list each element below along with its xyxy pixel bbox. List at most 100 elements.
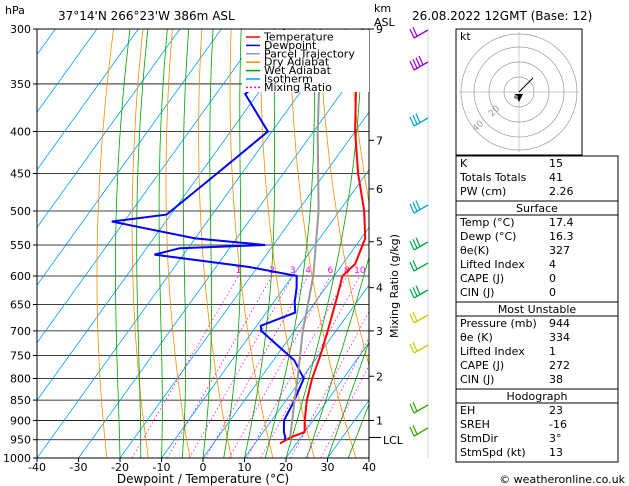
wind-barb-flag <box>415 237 421 247</box>
hodograph-table-value-0: 23 <box>549 404 563 417</box>
profile-lines <box>111 29 367 445</box>
wind-barb-flag <box>409 261 415 272</box>
lcl-label: LCL <box>383 434 404 447</box>
surface-value-3: 4 <box>549 258 556 271</box>
wind-barb-flag <box>409 313 415 324</box>
most-unstable-value-3: 272 <box>549 359 570 372</box>
legend-label-4: Wet Adiabat <box>264 64 332 77</box>
p-tick-label: 550 <box>10 239 31 252</box>
km-tick-label: 7 <box>376 134 383 147</box>
mixing-ratio-line <box>189 275 294 458</box>
wind-barb-staff <box>413 427 429 437</box>
p-tick-label: 300 <box>10 23 31 36</box>
wind-barb-flag <box>415 200 421 210</box>
mixing-ratio-line <box>228 275 331 458</box>
wet-adiabat-line <box>158 29 168 458</box>
p-tick-label: 400 <box>10 126 31 139</box>
index-value-0: 15 <box>549 157 563 170</box>
dry-adiabat-line <box>229 29 274 458</box>
wind-barb-flag <box>412 202 418 212</box>
series-temperature <box>279 29 367 445</box>
surface-label-4: CAPE (J) <box>460 272 504 285</box>
wind-barb-flag <box>412 287 418 297</box>
hodograph-table-label-1: SREH <box>460 418 490 431</box>
hodograph-table-label-0: EH <box>460 404 475 417</box>
wind-barb-flag <box>409 288 415 299</box>
surface-label-1: Dewp (°C) <box>460 230 516 243</box>
index-label-0: K <box>460 157 468 170</box>
mixing-ratio-label: 3 <box>290 266 296 276</box>
dry-adiabat-line <box>165 29 191 458</box>
surface-title: Surface <box>516 202 558 215</box>
mixing-ratio-line <box>205 275 309 458</box>
dry-adiabat-line <box>584 29 629 458</box>
wind-barb-flag <box>412 239 418 249</box>
km-unit-line2: ASL <box>374 16 396 29</box>
wet-adiabat-line <box>136 29 149 458</box>
t-tick-label: 10 <box>238 461 252 474</box>
wind-barb-staff <box>413 404 429 414</box>
index-value-2: 2.26 <box>549 185 574 198</box>
background-lines: 1 2 3 4 6 8 10 16 20 25 <box>37 29 629 458</box>
mixing-ratio-label: 4 <box>305 266 311 276</box>
wind-barb-flag <box>412 115 418 125</box>
dry-adiabat-line <box>198 29 232 458</box>
km-tick-label: 2 <box>376 370 383 383</box>
mixing-ratio-label: 6 <box>328 266 334 276</box>
wind-barb-flag <box>415 285 421 295</box>
series-parcel-trajectory <box>289 29 322 438</box>
wind-barb-staff <box>413 262 429 272</box>
p-tick-label: 900 <box>10 414 31 427</box>
wet-adiabat-line <box>327 340 369 458</box>
wind-barb-staff <box>413 61 429 71</box>
isotherm-line <box>37 29 98 113</box>
wet-adiabat-line <box>306 255 369 458</box>
isotherm-line <box>285 342 369 458</box>
wind-barb-flag <box>418 55 424 66</box>
p-tick-label: 600 <box>10 270 31 283</box>
p-tick-label: 350 <box>10 78 31 91</box>
mixing-ratio-line <box>167 275 273 458</box>
surface-value-1: 16.3 <box>549 230 574 243</box>
dry-adiabat-line <box>96 29 114 458</box>
km-tick-label: 5 <box>376 236 383 249</box>
p-tick-label: 700 <box>10 325 31 338</box>
mixing-ratio-line <box>131 275 239 458</box>
most-unstable-label-1: θe (K) <box>460 331 493 344</box>
isotherm-line <box>119 111 369 458</box>
p-tick-label: 750 <box>10 349 31 362</box>
most-unstable-value-4: 38 <box>549 373 563 386</box>
surface-label-0: Temp (°C) <box>459 216 515 229</box>
legend-label-0: Temperature <box>263 31 334 44</box>
index-value-1: 41 <box>549 171 563 184</box>
dry-adiabat-line <box>319 29 369 368</box>
wind-barb-flag <box>409 403 415 414</box>
dry-adiabat-line <box>614 29 629 458</box>
x-axis-label: Dewpoint / Temperature (°C) <box>117 472 289 486</box>
wind-barb-flag <box>409 203 415 214</box>
km-tick-label: 4 <box>376 282 383 295</box>
most-unstable-title: Most Unstable <box>498 303 577 316</box>
t-tick-label: -30 <box>70 461 88 474</box>
wind-barb-flag <box>415 113 421 123</box>
most-unstable-label-4: CIN (J) <box>460 373 494 386</box>
wet-adiabat-line <box>223 29 242 458</box>
most-unstable-label-2: Lifted Index <box>460 345 525 358</box>
t-tick-label: 20 <box>279 461 293 474</box>
wind-barb-flag <box>412 27 418 37</box>
p-tick-label: 450 <box>10 167 31 180</box>
isotherm-line <box>37 29 305 402</box>
wind-barbs <box>409 27 429 458</box>
isotherm-line <box>202 226 369 458</box>
surface-value-2: 327 <box>549 244 570 257</box>
t-tick-label: 30 <box>321 461 335 474</box>
hodograph-unit: kt <box>460 30 471 43</box>
wind-barb-staff <box>413 289 429 299</box>
t-tick-label: 40 <box>362 461 376 474</box>
t-tick-label: 0 <box>200 461 207 474</box>
t-tick-label: -10 <box>153 461 171 474</box>
surface-value-5: 0 <box>549 286 556 299</box>
